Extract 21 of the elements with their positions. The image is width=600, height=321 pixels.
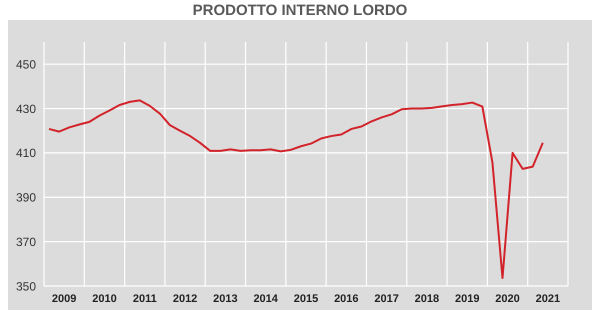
- y-tick-label: 410: [16, 146, 36, 160]
- x-tick-label: 2017: [374, 292, 399, 305]
- x-tick-label: 2013: [213, 292, 238, 305]
- x-tick-label: 2018: [414, 292, 440, 305]
- x-tick-label: 2012: [172, 292, 198, 305]
- x-tick-label: 2009: [52, 292, 76, 305]
- x-tick-label: 2010: [92, 292, 117, 305]
- y-tick-label: 390: [16, 190, 36, 205]
- x-tick-label: 2011: [132, 292, 157, 305]
- x-tick-label: 2015: [294, 292, 318, 305]
- line-series: [48, 99, 544, 280]
- y-tick-label: 370: [16, 234, 36, 249]
- x-tick-label: 2014: [253, 292, 279, 305]
- x-tick-label: 2021: [536, 292, 560, 305]
- y-tick-label: 430: [16, 102, 36, 116]
- chart-title: PRODOTTO INTERNO LORDO: [192, 2, 408, 20]
- y-tick-label: 350: [16, 279, 36, 294]
- y-tick-label: 450: [16, 57, 36, 72]
- x-tick-label: 2016: [334, 292, 359, 305]
- x-tick-label: 2020: [495, 292, 520, 305]
- x-tick-label: 2019: [454, 292, 480, 305]
